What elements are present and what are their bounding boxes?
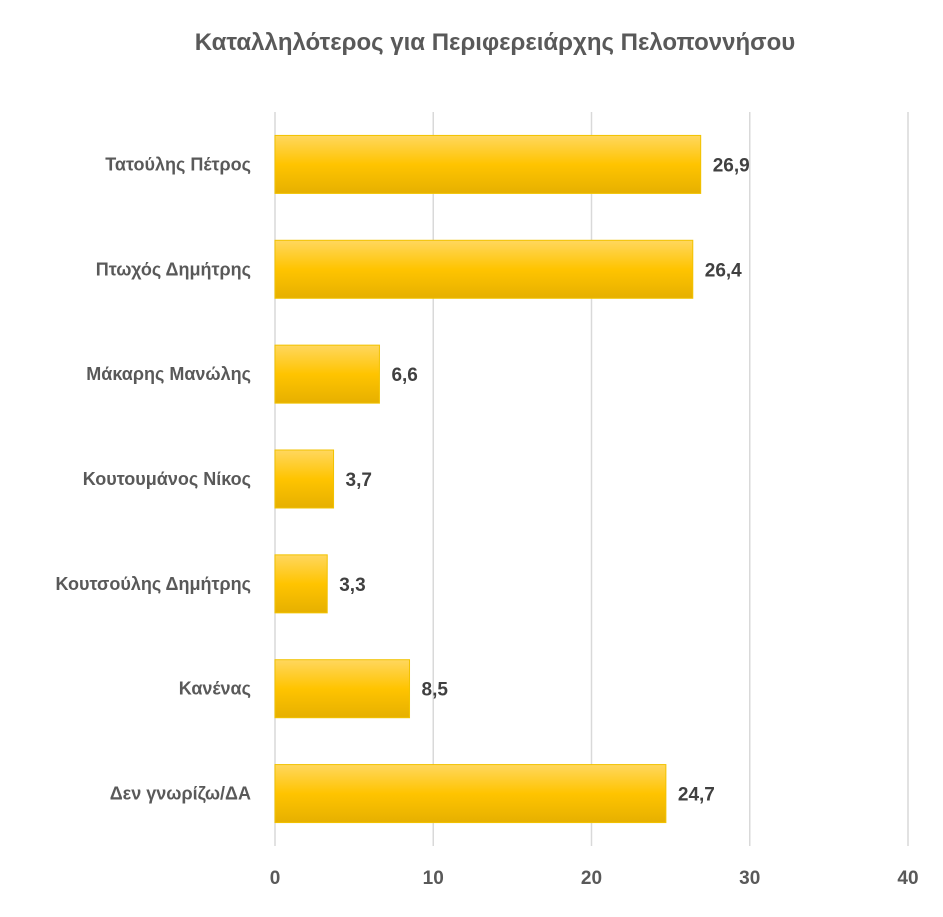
x-tick-label-0: 0 (270, 868, 281, 889)
x-tick-label-20: 20 (581, 868, 602, 889)
category-label: Πτωχός Δημήτρης (96, 259, 251, 279)
value-label: 3,3 (339, 575, 365, 596)
value-label: 26,4 (705, 260, 742, 281)
x-tick-label-40: 40 (897, 868, 918, 889)
bar-5 (274, 554, 328, 614)
value-label: 24,7 (678, 785, 715, 806)
category-label: Τατούλης Πέτρος (105, 154, 251, 174)
category-label: Κανένας (179, 679, 251, 699)
x-axis-ticks: 0 10 20 30 40 (270, 868, 919, 889)
category-label: Κουτσούλης Δημήτρης (55, 574, 251, 594)
bar-2 (274, 239, 694, 299)
category-labels: Τατούλης Πέτρος Πτωχός Δημήτρης Μάκαρης Μα… (55, 154, 251, 804)
bar-7 (274, 764, 667, 824)
chart-title: Καταλληλότερος για Περιφερειάρχης Πελοπο… (195, 29, 795, 56)
value-label: 8,5 (422, 680, 449, 701)
x-tick-label-10: 10 (423, 868, 444, 889)
gridlines (274, 112, 909, 846)
bar-1 (274, 134, 702, 194)
bar-4 (274, 449, 335, 509)
x-tick-label-30: 30 (739, 868, 760, 889)
value-label: 26,9 (713, 155, 750, 176)
bars (274, 134, 702, 824)
category-label: Κουτουμάνος Νίκος (83, 469, 251, 489)
category-label: Δεν γνωρίζω/ΔΑ (110, 784, 251, 805)
category-label: Μάκαρης Μανώλης (86, 364, 251, 384)
value-labels: 26,9 26,4 6,6 3,7 3,3 8,5 24,7 (339, 155, 749, 805)
value-label: 3,7 (346, 470, 372, 491)
bar-3 (274, 344, 380, 404)
bar-6 (274, 659, 411, 719)
value-label: 6,6 (391, 365, 417, 386)
